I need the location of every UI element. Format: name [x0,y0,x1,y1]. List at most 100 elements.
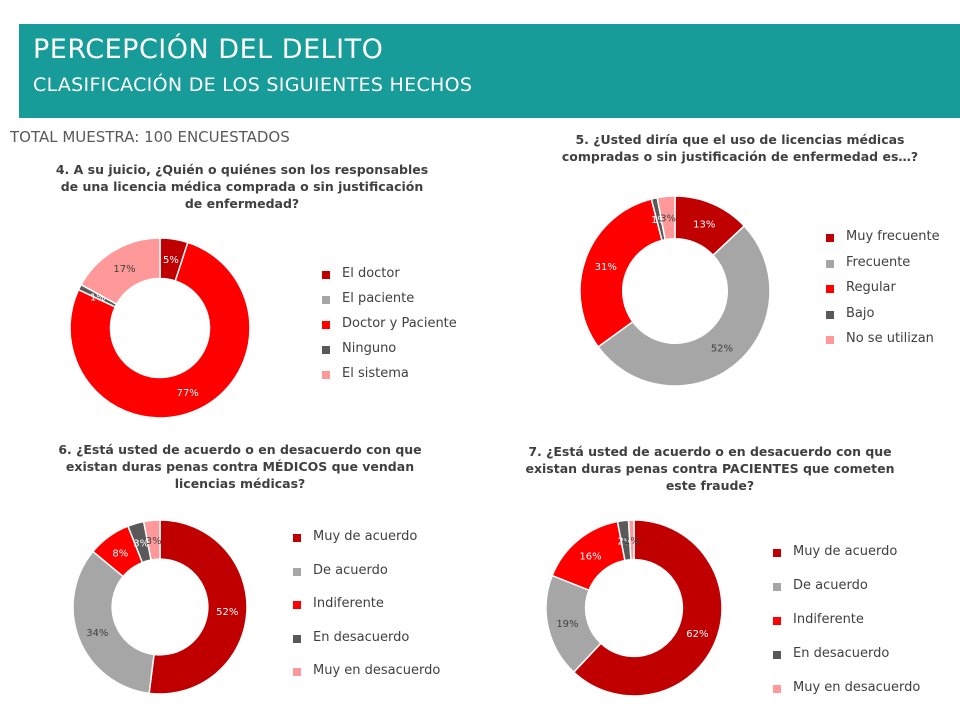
page-subtitle: CLASIFICACIÓN DE LOS SIGUIENTES HECHOS [33,74,473,96]
legend-label: De acuerdo [313,562,388,578]
legend-swatch [322,321,330,329]
donut-label-2: 19% [556,619,578,630]
donut-slice-3 [69,241,251,419]
legend-label: Regular [846,280,896,295]
legend-item: Bajo [826,306,940,332]
legend-item: Muy en desacuerdo [293,663,440,697]
legend-swatch [773,651,781,659]
legend-label: Indiferente [793,612,864,627]
legend-swatch [322,371,330,379]
legend-item: Indiferente [293,596,440,630]
legend-swatch [826,285,834,293]
legend-label: De acuerdo [793,578,868,593]
legend-swatch [773,583,781,591]
sample-size-label: TOTAL MUESTRA: 100 ENCUESTADOS [10,128,290,146]
legend-item: Muy de acuerdo [293,529,440,563]
legend-swatch [293,668,301,676]
page-title: PERCEPCIÓN DEL DELITO [33,34,384,65]
legend-item: Doctor y Paciente [322,316,457,341]
legend-label: En desacuerdo [793,646,890,661]
donut-label-3: 8% [112,548,128,559]
legend-item: Ninguno [322,341,457,366]
chart-4-donut: 62% 19% 16% 2%1% [545,519,723,697]
chart-2-title: 5. ¿Usted diría que el uso de licencias … [561,132,919,164]
donut-label-4: 2% [618,536,634,547]
legend-swatch [293,634,301,643]
legend-label: Muy de acuerdo [793,544,898,559]
legend-label: El paciente [342,291,415,306]
donut-slice-3 [579,198,663,348]
legend-swatch [322,346,330,354]
legend-swatch [293,534,301,542]
legend-swatch [773,617,781,625]
legend-item: De acuerdo [773,578,920,612]
legend-item: En desacuerdo [773,646,920,680]
donut-label-5: 3% [146,536,162,547]
legend-label: Muy en desacuerdo [793,680,921,695]
legend-label: No se utilizan [846,331,934,346]
legend-label: El doctor [342,266,400,281]
legend-label: Doctor y Paciente [342,316,457,331]
donut-label-5: 17% [113,264,135,275]
legend-swatch [322,271,330,279]
chart-1-donut: 5%0%77%1%17% [69,237,251,419]
legend-swatch [293,567,301,576]
donut-label-1: 62% [686,629,708,640]
donut-label-3: 16% [579,551,601,562]
legend-label: En desacuerdo [313,629,410,645]
legend-item: Frecuente [826,255,940,281]
donut-slice-5 [80,237,161,306]
donut-slice-5 [142,519,161,561]
donut-label-3: 77% [177,388,199,399]
donut-slice-1 [148,519,248,695]
donut-label-1: 13% [693,219,715,230]
donut-label-4: 3% [133,538,149,549]
chart-2-legend: Muy frecuente Frecuente Regular Bajo No se u… [826,229,940,357]
chart-3-legend: Muy de acuerdo De acuerdo Indiferente En de… [293,529,440,697]
legend-swatch [773,549,781,557]
donut-slice-5 [656,195,676,241]
chart-3-donut: 52% 34% 8% 3%3% [72,519,248,695]
legend-item: Muy en desacuerdo [773,680,920,714]
legend-item: El sistema [322,366,457,391]
legend-label: Muy en desacuerdo [313,663,441,678]
donut-label-4: 1% [90,292,106,303]
donut-label-5: 3% [660,214,676,225]
chart-2-donut: 13% 52% 31% 1%3% [579,195,771,387]
legend-swatch [293,601,301,609]
legend-item: Indiferente [773,612,920,646]
chart-4-title: 7. ¿Está usted de acuerdo o en desacuerd… [525,444,895,493]
legend-item: Muy frecuente [826,229,940,255]
donut-slice-5 [627,519,635,561]
donut-label-3: 31% [595,262,617,273]
legend-label: El sistema [342,366,409,381]
donut-slice-1 [572,519,723,697]
donut-label-4: 1% [651,215,667,226]
legend-swatch [826,259,834,268]
chart-1-legend: El doctor El paciente Doctor y Paciente Nin… [322,266,457,391]
legend-item: Muy de acuerdo [773,544,920,578]
legend-label: Muy de acuerdo [313,529,418,544]
legend-label: Indiferente [313,596,384,611]
legend-swatch [826,336,834,344]
legend-item: No se utilizan [826,331,940,357]
legend-swatch [826,310,834,319]
legend-label: Muy frecuente [846,229,940,244]
donut-label-1: 5% [163,255,179,266]
donut-slice-2 [72,550,155,695]
legend-item: El paciente [322,291,457,316]
chart-3-title: 6. ¿Está usted de acuerdo o en desacuerd… [58,442,422,491]
header-banner: PERCEPCIÓN DEL DELITO CLASIFICACIÓN DE L… [19,24,960,118]
chart-1-title: 4. A su juicio, ¿Quién o quiénes son los… [55,162,429,211]
legend-swatch [826,234,834,242]
legend-item: De acuerdo [293,563,440,597]
donut-label-2: 52% [711,344,733,355]
legend-label: Ninguno [342,341,397,356]
donut-slice-2 [597,224,771,387]
legend-label: Frecuente [846,254,911,270]
legend-swatch [773,685,781,693]
legend-item: Regular [826,280,940,306]
donut-label-1: 52% [216,607,238,618]
donut-label-2: 34% [86,628,108,639]
chart-4-legend: Muy de acuerdo De acuerdo Indiferente En de… [773,544,920,714]
